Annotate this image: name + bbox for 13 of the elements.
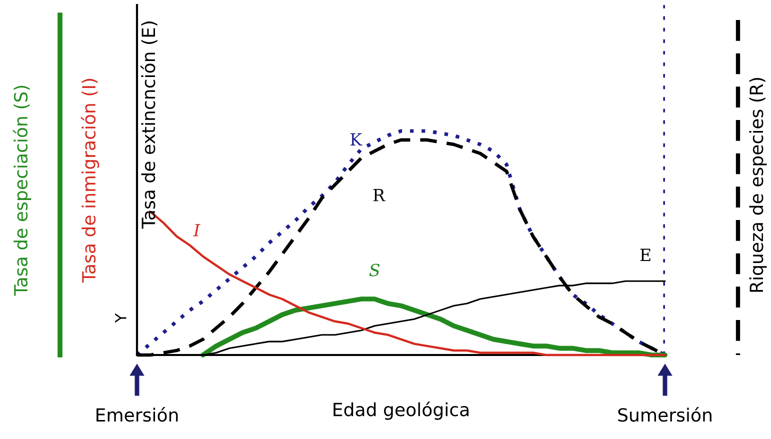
series-label: S bbox=[369, 264, 380, 276]
x-tick-label: Emersión bbox=[96, 407, 178, 422]
x-axis-title: Edad geológica bbox=[334, 402, 468, 420]
series-label: K bbox=[350, 133, 362, 146]
text: Tasa de especiación (S) bbox=[12, 86, 32, 296]
y-axis-title: Tasa de extincnción (E) bbox=[140, 22, 158, 229]
x-tick-label: Sumersión bbox=[618, 407, 712, 422]
series-label: R bbox=[373, 189, 386, 202]
text: Y bbox=[115, 313, 126, 323]
y2-axis-title: Riqueza de especies (R) bbox=[749, 78, 767, 292]
series-label: I bbox=[193, 224, 200, 236]
text: Tasa de inmigración (I) bbox=[80, 78, 100, 283]
series-label: E bbox=[640, 248, 650, 261]
